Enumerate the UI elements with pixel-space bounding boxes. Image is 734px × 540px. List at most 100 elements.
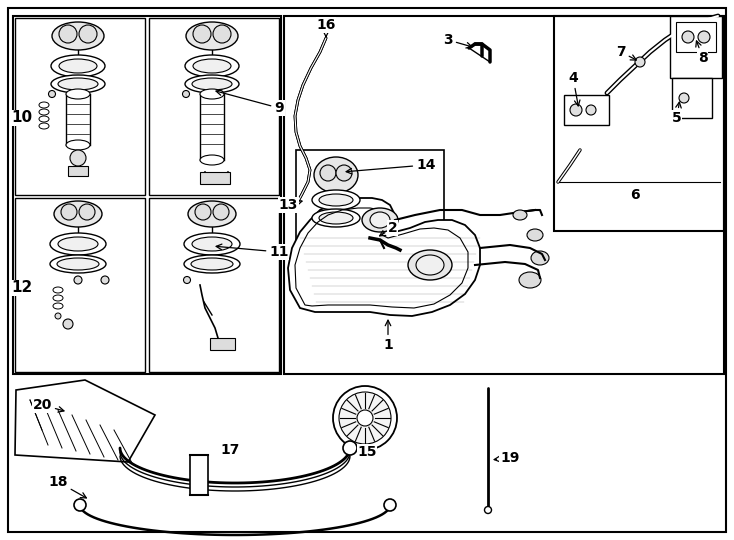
Ellipse shape — [185, 55, 239, 77]
Bar — [210, 338, 235, 350]
Ellipse shape — [195, 204, 211, 220]
Ellipse shape — [527, 229, 543, 241]
Ellipse shape — [314, 157, 358, 193]
Ellipse shape — [184, 255, 240, 273]
Bar — [149, 18, 279, 195]
Bar — [68, 166, 88, 176]
Circle shape — [586, 105, 596, 115]
Ellipse shape — [39, 109, 49, 115]
Ellipse shape — [66, 89, 90, 99]
Ellipse shape — [191, 258, 233, 270]
Bar — [672, 78, 712, 118]
Text: 10: 10 — [12, 111, 32, 125]
Ellipse shape — [53, 287, 63, 293]
Ellipse shape — [186, 22, 238, 50]
Text: 17: 17 — [221, 443, 240, 457]
Ellipse shape — [66, 140, 90, 150]
Text: 9: 9 — [216, 90, 284, 115]
Ellipse shape — [200, 89, 224, 99]
Bar — [676, 22, 716, 52]
Text: 4: 4 — [568, 71, 580, 106]
Ellipse shape — [519, 272, 541, 288]
Circle shape — [679, 93, 689, 103]
Text: 19: 19 — [494, 451, 520, 465]
Ellipse shape — [213, 25, 231, 43]
Ellipse shape — [416, 255, 444, 275]
Bar — [200, 172, 230, 184]
Bar — [149, 198, 279, 372]
Bar — [296, 150, 444, 270]
Ellipse shape — [79, 25, 97, 43]
Circle shape — [74, 276, 82, 284]
Ellipse shape — [513, 210, 527, 220]
Ellipse shape — [192, 237, 232, 251]
Ellipse shape — [184, 233, 240, 255]
Circle shape — [384, 499, 396, 511]
Ellipse shape — [336, 165, 352, 181]
Circle shape — [357, 410, 373, 426]
Bar — [284, 16, 724, 374]
Ellipse shape — [58, 78, 98, 90]
Ellipse shape — [408, 250, 452, 280]
Bar — [190, 455, 208, 495]
Ellipse shape — [53, 303, 63, 309]
Text: 15: 15 — [357, 445, 377, 459]
Text: 18: 18 — [48, 475, 87, 498]
Circle shape — [70, 150, 86, 166]
Ellipse shape — [51, 75, 105, 93]
Ellipse shape — [59, 25, 77, 43]
Circle shape — [635, 57, 645, 67]
Bar — [670, 16, 722, 78]
Text: 1: 1 — [383, 320, 393, 352]
Text: 14: 14 — [346, 158, 435, 174]
Ellipse shape — [370, 212, 390, 228]
Ellipse shape — [185, 75, 239, 93]
Bar — [554, 16, 724, 231]
Ellipse shape — [319, 212, 353, 224]
Circle shape — [184, 276, 191, 284]
Ellipse shape — [58, 237, 98, 251]
Ellipse shape — [39, 116, 49, 122]
Ellipse shape — [362, 208, 398, 232]
Text: 16: 16 — [316, 18, 335, 37]
Text: 13: 13 — [279, 198, 302, 212]
Text: 2: 2 — [379, 221, 398, 236]
Ellipse shape — [188, 201, 236, 227]
Circle shape — [74, 499, 86, 511]
Ellipse shape — [193, 59, 231, 73]
Circle shape — [48, 91, 56, 98]
Ellipse shape — [39, 102, 49, 108]
Circle shape — [101, 276, 109, 284]
Text: 20: 20 — [32, 398, 64, 412]
Ellipse shape — [213, 204, 229, 220]
Ellipse shape — [312, 190, 360, 210]
Ellipse shape — [59, 59, 97, 73]
Circle shape — [63, 319, 73, 329]
Ellipse shape — [319, 194, 353, 206]
Ellipse shape — [193, 25, 211, 43]
Ellipse shape — [51, 55, 105, 77]
Bar — [15, 18, 145, 195]
Circle shape — [55, 313, 61, 319]
Text: 6: 6 — [631, 188, 640, 202]
Ellipse shape — [61, 204, 77, 220]
Text: 5: 5 — [672, 102, 682, 125]
Ellipse shape — [312, 209, 360, 227]
Ellipse shape — [50, 255, 106, 273]
Circle shape — [698, 31, 710, 43]
Ellipse shape — [200, 155, 224, 165]
Ellipse shape — [52, 22, 104, 50]
Text: 3: 3 — [443, 33, 472, 48]
Polygon shape — [288, 198, 480, 316]
Circle shape — [484, 507, 492, 514]
Circle shape — [333, 386, 397, 450]
Ellipse shape — [54, 201, 102, 227]
Circle shape — [343, 441, 357, 455]
Ellipse shape — [57, 258, 99, 270]
Bar — [15, 198, 145, 372]
Text: 7: 7 — [617, 45, 636, 60]
Ellipse shape — [50, 233, 106, 255]
Circle shape — [570, 104, 582, 116]
Bar — [564, 95, 609, 125]
Circle shape — [339, 392, 391, 444]
